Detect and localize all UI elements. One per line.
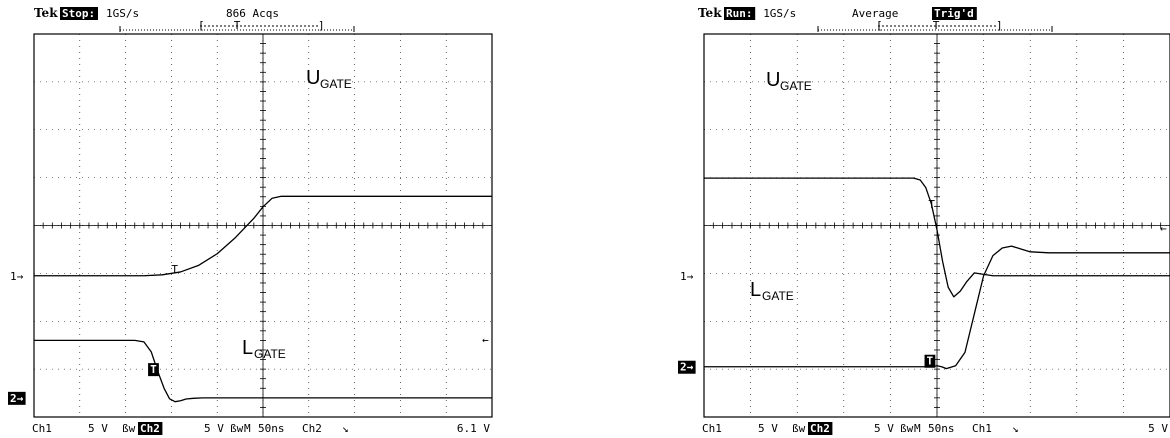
acq-state-label-bg <box>60 7 98 20</box>
footer-ch1-bw: ßw <box>792 422 806 435</box>
scope-svg: Tek Run: 1GS/s Average Trig'd[]T1→2→←TTU GATE… <box>678 6 1170 435</box>
footer-trigger-slope: ↘ <box>342 422 349 435</box>
footer-timebase: 50ns <box>928 422 955 435</box>
trace-lgate <box>34 339 492 403</box>
footer-ch2: Ch2 <box>810 422 830 435</box>
window-right-bracket: ] <box>318 19 325 32</box>
footer-ch2-scale: 5 V <box>204 422 224 435</box>
trigger-position-marker: T <box>234 19 241 32</box>
ch2-trigger-point-bg <box>148 363 159 377</box>
ugate-label-subscript: GATE <box>320 77 352 91</box>
acq-state-label: Stop: <box>62 7 95 20</box>
footer-timebase: 50ns <box>258 422 285 435</box>
ch2-trigger-point: T <box>150 363 157 376</box>
trigger-position-marker: T <box>933 19 940 32</box>
footer-ch2-bg <box>808 422 833 435</box>
footer-m: M <box>914 422 921 435</box>
ch2-trigger-point-bg <box>924 354 936 368</box>
footer-ch1-scale: 5 V <box>88 422 108 435</box>
brand-label: Tek <box>34 6 58 20</box>
sample-rate-label: 1GS/s <box>763 7 796 20</box>
ch2-ground-marker: 2→ <box>680 361 694 374</box>
footer-ch2-scale: 5 V <box>874 422 894 435</box>
footer-ch2-bw: ßw <box>230 422 244 435</box>
acq-state-label-bg <box>724 7 756 20</box>
lgate-label-subscript: GATE <box>254 347 286 361</box>
ch2-ground-marker-bg <box>8 391 26 405</box>
trace-ugate <box>34 195 492 277</box>
ch1-trigger-point: T <box>171 263 178 276</box>
footer-m: M <box>244 422 251 435</box>
scope-screenshot-right: Tek Run: 1GS/s Average Trig'd[] T 1→ 2→ ← T T U GATE… <box>678 0 1170 438</box>
ch1-ground-marker: 1→ <box>680 270 694 283</box>
trace-ugate <box>704 177 1170 298</box>
footer-ch1-bw: ßw <box>122 422 136 435</box>
window-left-bracket: [ <box>198 19 205 32</box>
footer-trigger-source: Ch2 <box>302 422 322 435</box>
ch2-trigger-point: T <box>927 355 934 368</box>
ugate-label: U <box>766 69 780 91</box>
trigger-level-arrow: ← <box>482 333 489 346</box>
acq-state-label: Run: <box>726 7 753 20</box>
lgate-label-subscript: GATE <box>762 289 794 303</box>
trigger-level-arrow: ← <box>1160 222 1167 235</box>
trigger-state-label: Trig'd <box>934 7 974 20</box>
trigger-state-label-bg <box>932 7 977 20</box>
ch1-trigger-point: T <box>928 198 935 211</box>
trace-lgate <box>704 245 1170 370</box>
ch2-ground-marker-bg <box>678 360 696 374</box>
footer-trigger-level: 5 V <box>1148 422 1168 435</box>
lgate-label: L <box>750 279 761 301</box>
ch2-ground-marker: 2→ <box>10 392 24 405</box>
footer-ch2-bw: ßw <box>900 422 914 435</box>
footer-trigger-source: Ch1 <box>972 422 992 435</box>
scope-screenshot-left: Tek Stop: 1GS/s 866 Acqs[] T 1→ 2→ ← T T U GATE L GAT… <box>0 0 500 438</box>
acquisition-info-label: 866 Acqs <box>226 7 279 20</box>
footer-ch1: Ch1 <box>702 422 722 435</box>
window-left-bracket: [ <box>876 19 883 32</box>
ch1-ground-marker: 1→ <box>10 270 24 283</box>
sample-rate-label: 1GS/s <box>106 7 139 20</box>
footer-ch2-bg <box>138 422 163 435</box>
ugate-label-subscript: GATE <box>780 79 812 93</box>
footer-ch1: Ch1 <box>32 422 52 435</box>
footer-ch1-scale: 5 V <box>758 422 778 435</box>
brand-label: Tek <box>698 6 722 20</box>
footer-trigger-level: 6.1 V <box>457 422 490 435</box>
lgate-label: L <box>242 337 253 359</box>
window-right-bracket: ] <box>996 19 1003 32</box>
ugate-label: U <box>306 67 320 89</box>
acquisition-info-label: Average <box>852 7 898 20</box>
footer-ch2: Ch2 <box>140 422 160 435</box>
footer-trigger-slope: ↘ <box>1012 422 1019 435</box>
